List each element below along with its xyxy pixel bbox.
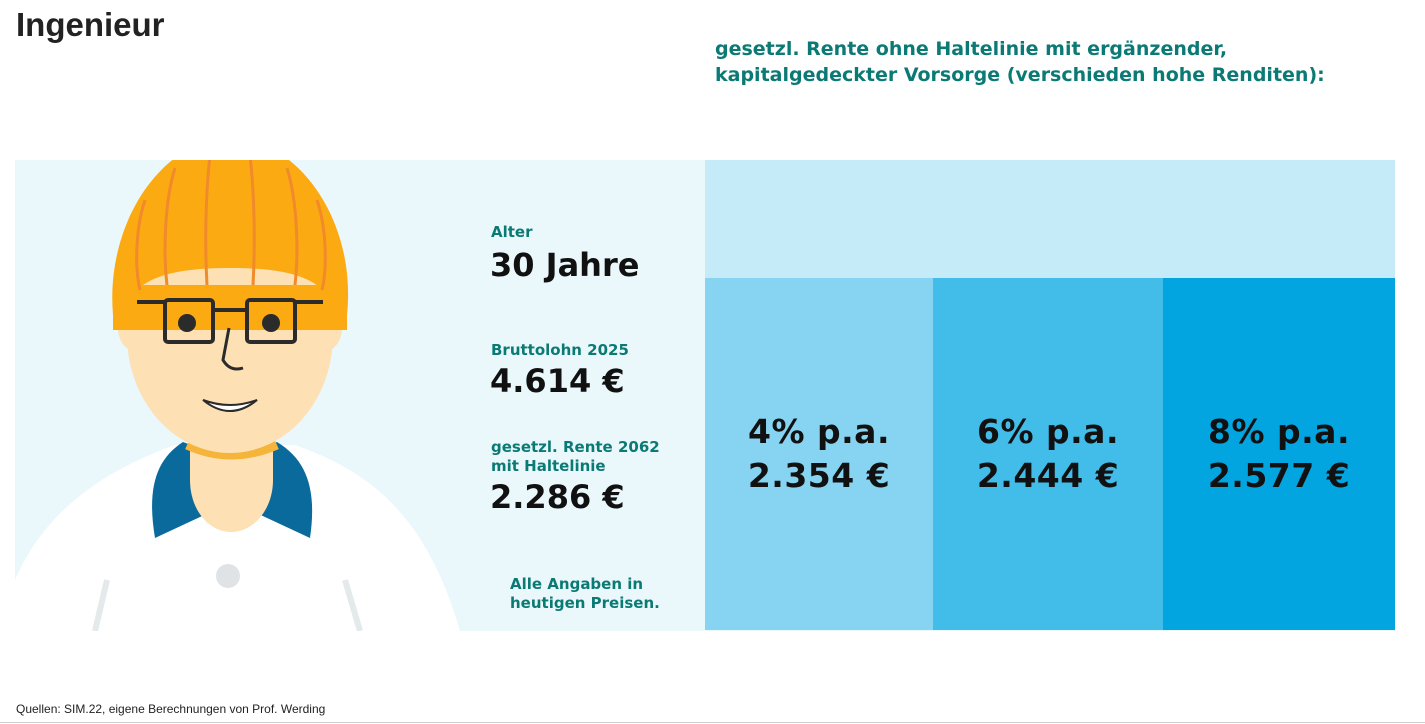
scenario-card-6: 6% p.a. 2.444 € [933,278,1163,630]
pension-value: 2.286 € [490,478,625,516]
scenario-rate: 8% p.a. [1208,412,1350,451]
scenario-header-text: gesetzl. Rente ohne Haltelinie mit ergän… [715,38,1325,86]
pension-label-line2: mit Haltelinie [491,457,606,475]
scenario-rate: 6% p.a. [977,412,1119,451]
scenario-amount: 2.444 € [976,456,1120,495]
salary-value: 4.614 € [490,362,625,400]
engineer-portrait-icon [15,160,460,631]
page-title: Ingenieur [16,6,165,43]
bottom-divider [0,722,1425,723]
scenario-header-band [705,160,1395,278]
scenario-amount: 2.354 € [747,456,891,495]
price-note: Alle Angaben in heutigen Preisen. [510,575,660,613]
price-note-line2: heutigen Preisen. [510,594,660,612]
salary-label: Bruttolohn 2025 [491,341,629,359]
age-label: Alter [491,223,533,241]
scenario-amount: 2.577 € [1207,456,1351,495]
age-value: 30 Jahre [490,246,640,284]
source-footnote: Quellen: SIM.22, eigene Berechnungen von… [16,702,326,716]
scenario-rate: 4% p.a. [748,412,890,451]
scenario-card-8: 8% p.a. 2.577 € [1163,278,1395,630]
pension-label-line1: gesetzl. Rente 2062 [491,438,660,456]
scenario-card-4: 4% p.a. 2.354 € [705,278,933,630]
price-note-line1: Alle Angaben in [510,575,644,593]
pension-label: gesetzl. Rente 2062 mit Haltelinie [491,438,660,476]
